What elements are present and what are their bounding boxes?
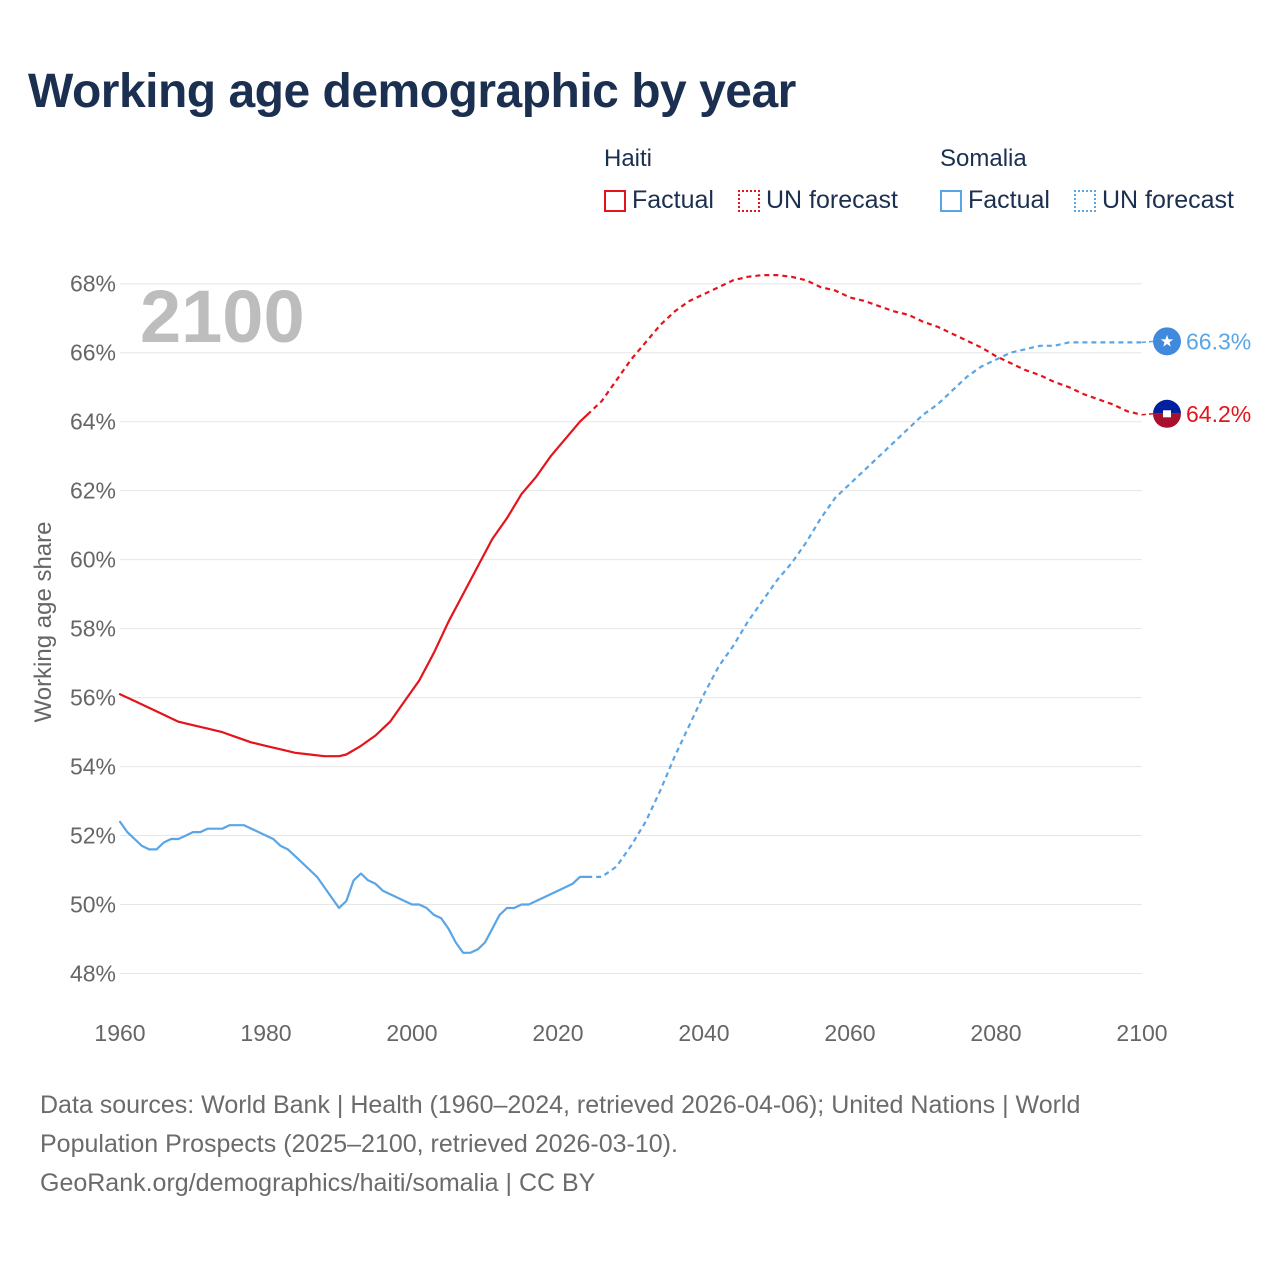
somalia-flag-icon	[1153, 327, 1181, 356]
footer-credit[interactable]: GeoRank.org/demographics/haiti/somalia |…	[40, 1169, 596, 1197]
footer-source-line-2: Population Prospects (2025–2100, retriev…	[40, 1130, 678, 1158]
legend-item-somalia-factual[interactable]: Factual	[940, 186, 1050, 215]
gridlines	[120, 283, 1142, 975]
legend-swatch-somalia-factual	[940, 189, 962, 212]
legend-group-title-somalia: Somalia	[940, 145, 1027, 172]
series-end-labels: 64.2% 66.3%	[1141, 327, 1251, 428]
somalia-flag-star	[1160, 334, 1174, 347]
haiti-flag-emblem	[1163, 410, 1171, 418]
legend-swatch-haiti-forecast	[738, 189, 760, 212]
y-tick-label: 68%	[70, 271, 116, 297]
chart-title: Working age demographic by year	[28, 65, 796, 118]
y-tick-label: 50%	[70, 892, 116, 918]
y-tick-label: 66%	[70, 340, 116, 366]
legend-item-haiti-factual[interactable]: Factual	[604, 186, 714, 215]
haiti-flag-top	[1153, 399, 1181, 414]
y-tick-label: 48%	[70, 961, 116, 987]
somalia-forecast-line	[587, 341, 1142, 879]
chart-plot: 48% 50% 52% 54% 56% 58% 60% 62% 64% 66% 68% 1960 198…	[30, 271, 1251, 1046]
somalia-end-value-label: 66.3%	[1186, 328, 1251, 354]
y-tick-label: 64%	[70, 409, 116, 435]
y-tick-label: 52%	[70, 823, 116, 849]
legend-swatch-somalia-forecast	[1074, 189, 1096, 212]
x-tick-label: 1960	[94, 1020, 145, 1046]
legend-item-haiti-forecast[interactable]: UN forecast	[738, 186, 898, 215]
y-axis-title: Working age share	[30, 522, 57, 723]
y-tick-label: 56%	[70, 685, 116, 711]
haiti-factual-line	[118, 413, 589, 758]
somalia-factual-line	[118, 820, 589, 954]
legend-swatch-haiti-factual	[604, 189, 626, 212]
haiti-end-connector	[1141, 413, 1154, 416]
footer: Data sources: World Bank | Health (1960–…	[40, 1086, 1240, 1203]
haiti-flag-bottom	[1153, 413, 1181, 428]
x-tick-label: 2060	[824, 1020, 875, 1046]
legend: Haiti Factual UN forecast Somalia Factua…	[0, 0, 1280, 240]
x-tick-label: 2080	[970, 1020, 1021, 1046]
series	[118, 274, 1143, 954]
y-tick-label: 54%	[70, 754, 116, 780]
x-tick-label: 2040	[678, 1020, 729, 1046]
haiti-forecast-line	[586, 274, 1143, 416]
y-tick-label: 58%	[70, 616, 116, 642]
haiti-flag-icon	[1153, 399, 1181, 428]
x-tick-label: 2020	[532, 1020, 583, 1046]
x-tick-label: 1980	[240, 1020, 291, 1046]
legend-label-haiti-forecast: UN forecast	[766, 186, 898, 214]
legend-item-somalia-forecast[interactable]: UN forecast	[1074, 186, 1234, 215]
axes: 48% 50% 52% 54% 56% 58% 60% 62% 64% 66% 68% 1960 198…	[70, 271, 1168, 1046]
y-tick-label: 62%	[70, 478, 116, 504]
legend-group-title-haiti: Haiti	[604, 145, 653, 172]
x-tick-label: 2000	[386, 1020, 437, 1046]
x-tick-label: 2100	[1116, 1020, 1167, 1046]
current-year-label: 2100	[140, 275, 305, 358]
legend-label-somalia-factual: Factual	[968, 186, 1050, 214]
somalia-end-connector	[1141, 340, 1154, 344]
legend-label-haiti-factual: Factual	[632, 186, 714, 214]
y-tick-label: 60%	[70, 547, 116, 573]
legend-label-somalia-forecast: UN forecast	[1102, 186, 1234, 214]
footer-source-line-1: Data sources: World Bank | Health (1960–…	[40, 1091, 1081, 1119]
haiti-end-value-label: 64.2%	[1186, 401, 1251, 427]
